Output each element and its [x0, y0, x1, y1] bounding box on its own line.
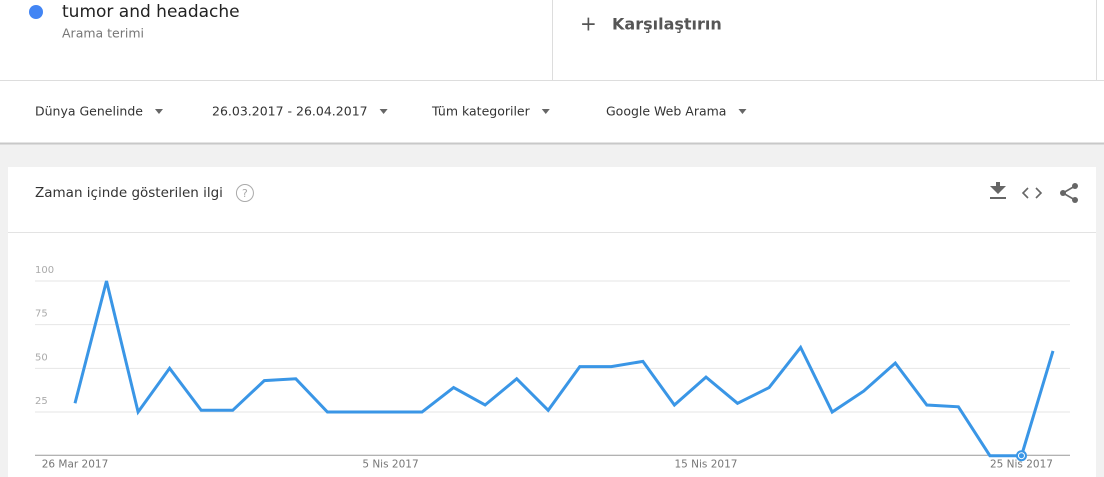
embed-icon[interactable] [1021, 187, 1043, 199]
share-node [1072, 183, 1078, 189]
hover-point-core [1018, 453, 1024, 459]
filter-label[interactable]: Tüm kategoriler [431, 104, 531, 119]
search-term[interactable]: tumor and headache [62, 2, 240, 22]
download-arrow [990, 182, 1006, 194]
download-icon[interactable] [990, 182, 1006, 199]
term-dot [29, 5, 43, 19]
dropdown-arrow [738, 109, 747, 114]
filter-bar: Dünya Genelinde 26.03.2017 - 26.04.2017 Tü… [35, 104, 747, 119]
y-tick-label: 50 [35, 352, 48, 363]
x-tick-label: 5 Nis 2017 [362, 459, 418, 471]
compare-icon[interactable]: + [580, 12, 597, 36]
y-tick-label: 75 [35, 309, 48, 320]
dropdown-arrow [541, 109, 550, 114]
compare-label[interactable]: Karşılaştırın [612, 15, 722, 34]
x-tick-label: 26 Mar 2017 [42, 459, 109, 471]
help-mark: ? [242, 187, 248, 200]
filter-label[interactable]: Dünya Genelinde [35, 104, 143, 119]
filter-label[interactable]: 26.03.2017 - 26.04.2017 [212, 104, 368, 119]
dropdown-arrow [379, 109, 388, 114]
search-subtitle: Arama terimi [62, 26, 144, 41]
filter-label[interactable]: Google Web Arama [606, 104, 726, 119]
y-tick-label: 25 [35, 396, 48, 407]
card-title: Zaman içinde gösterilen ilgi [35, 185, 223, 201]
share-node [1060, 190, 1066, 196]
help-circle [235, 184, 254, 202]
x-tick-label: 25 Nis 2017 [990, 459, 1053, 471]
y-tick-label: 100 [35, 265, 54, 276]
chart: 25 50 75 100 26 Mar 2017 5 Nis 2017 15 Nis 201… [35, 265, 1070, 471]
share-node [1072, 197, 1078, 203]
embed-right [1035, 187, 1043, 199]
embed-left [1021, 187, 1029, 199]
share-icon[interactable] [1060, 183, 1078, 203]
help-icon[interactable]: ? [235, 184, 254, 202]
dropdown-arrow [154, 109, 163, 114]
trend-line [73, 280, 1055, 458]
card [8, 167, 1096, 477]
x-tick-label: 15 Nis 2017 [674, 459, 737, 471]
download-bar [990, 197, 1006, 199]
